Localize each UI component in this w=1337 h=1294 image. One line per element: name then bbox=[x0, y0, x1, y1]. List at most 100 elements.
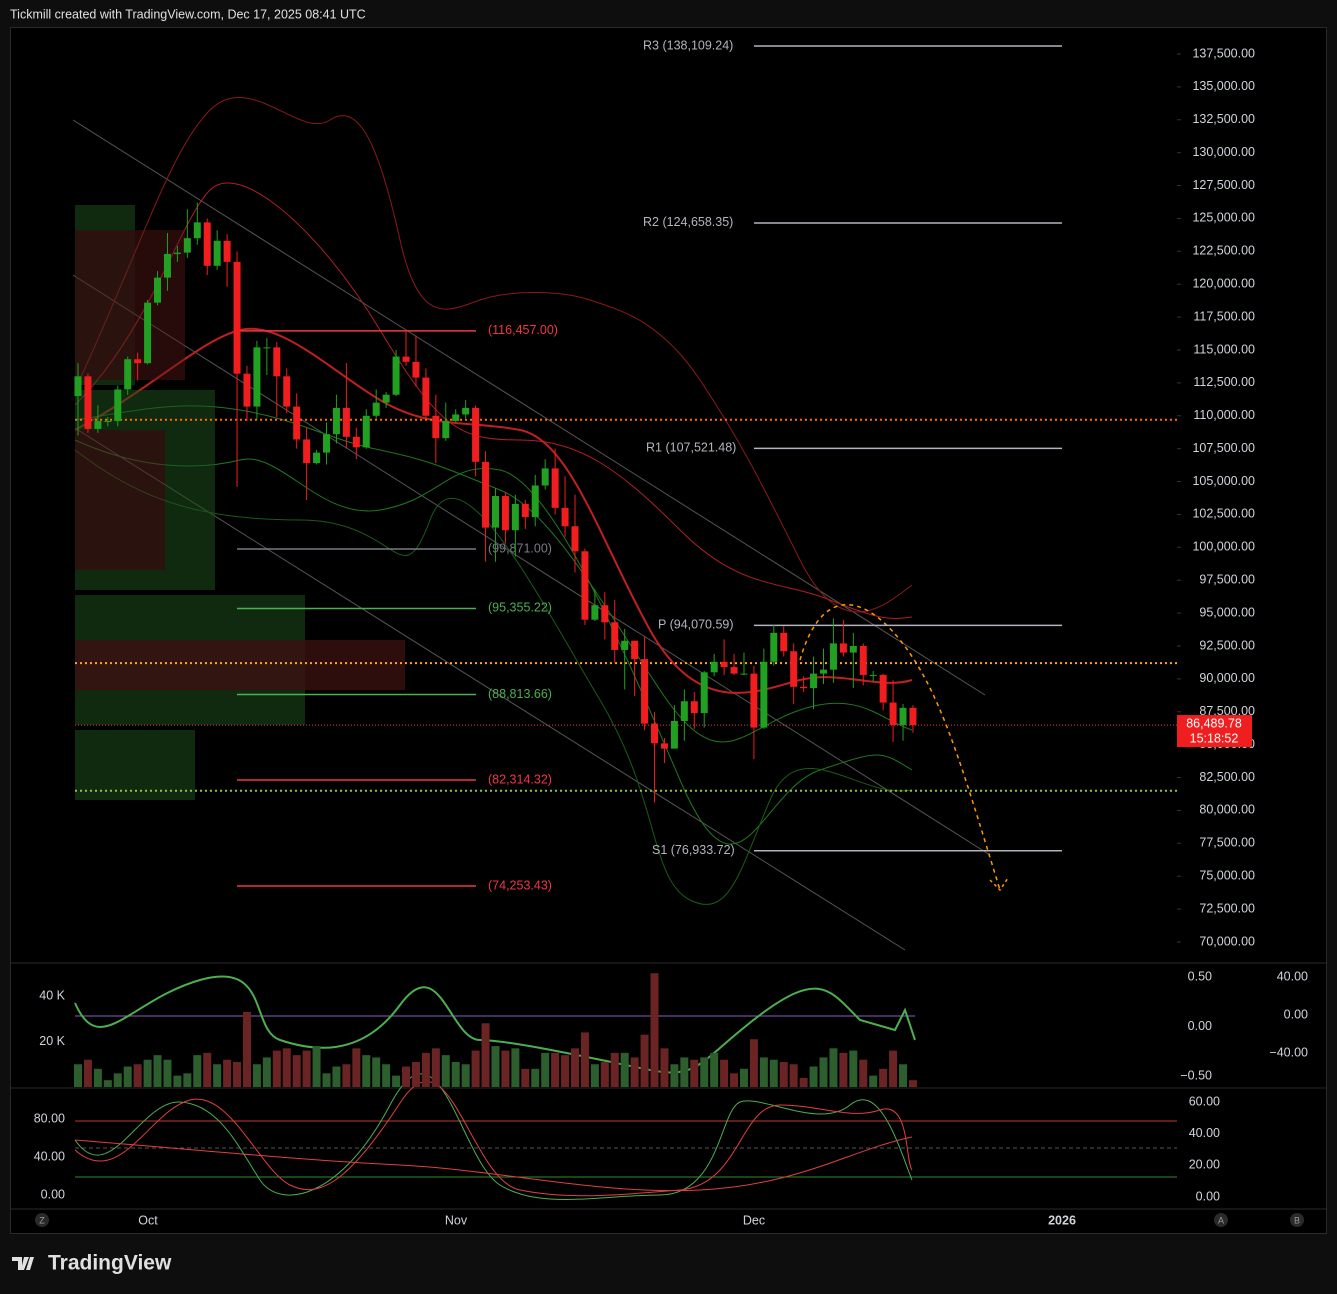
brand: TradingView bbox=[48, 1252, 172, 1275]
volume-bar bbox=[163, 1059, 172, 1087]
y-tick-label: 87,500.00 bbox=[1199, 704, 1255, 718]
volume-bar bbox=[252, 1064, 261, 1087]
volume-bar bbox=[879, 1068, 888, 1087]
volume-bar bbox=[620, 1052, 629, 1087]
volume-bar bbox=[471, 1050, 480, 1087]
candle-body bbox=[641, 659, 649, 724]
candle-body bbox=[163, 253, 171, 278]
volume-bar bbox=[352, 1048, 361, 1087]
candle-body bbox=[382, 394, 390, 403]
volume-bar bbox=[332, 1066, 341, 1087]
level-label: (74,253.43) bbox=[488, 878, 552, 892]
candle-body bbox=[422, 377, 430, 416]
candle-body bbox=[790, 651, 798, 687]
volume-bar bbox=[511, 1048, 520, 1087]
y-tick-label: 95,000.00 bbox=[1199, 605, 1255, 619]
candle-body bbox=[332, 407, 340, 435]
volume-bar bbox=[431, 1048, 440, 1087]
candle-body bbox=[501, 496, 509, 531]
volume-bar bbox=[630, 1057, 639, 1087]
candle-body bbox=[581, 551, 589, 620]
volume-bar bbox=[83, 1059, 92, 1087]
volume-bar bbox=[491, 1046, 500, 1087]
candle-body bbox=[700, 672, 708, 714]
candle-body bbox=[829, 643, 837, 670]
candle-body bbox=[352, 436, 360, 448]
candle-body bbox=[124, 359, 132, 390]
candle-body bbox=[233, 261, 241, 374]
candle-body bbox=[770, 632, 778, 662]
osc-tick-label: 0.00 bbox=[41, 1187, 65, 1201]
volume-bar bbox=[382, 1064, 391, 1087]
button-label[interactable]: A bbox=[1218, 1215, 1224, 1225]
candle-body bbox=[412, 361, 420, 378]
candle-body bbox=[760, 661, 768, 728]
y-tick-label: 90,000.00 bbox=[1199, 671, 1255, 685]
candle-body bbox=[879, 674, 887, 703]
candle-body bbox=[780, 632, 788, 652]
y-tick-label: 120,000.00 bbox=[1192, 277, 1255, 291]
header: Tickmill created with TradingView.com, D… bbox=[10, 7, 366, 21]
candle-body bbox=[730, 667, 738, 674]
y-tick-label: 77,500.00 bbox=[1199, 836, 1255, 850]
candle-body bbox=[223, 240, 231, 262]
volume-bar bbox=[183, 1073, 192, 1087]
volume-bar bbox=[670, 1064, 679, 1087]
volume-bar bbox=[859, 1059, 868, 1087]
volume-bar bbox=[680, 1057, 689, 1087]
volume-bar bbox=[402, 1066, 411, 1087]
candle-body bbox=[651, 723, 659, 744]
level-label: P (94,070.59) bbox=[658, 618, 734, 632]
volume-bar bbox=[342, 1064, 351, 1087]
y-tick-label: 132,500.00 bbox=[1192, 112, 1255, 126]
y-tick-label: 110,000.00 bbox=[1193, 408, 1255, 422]
candle-body bbox=[94, 421, 102, 429]
volume-bar bbox=[799, 1077, 808, 1087]
candle-body bbox=[849, 646, 857, 653]
osc-tick-label: 0.00 bbox=[1188, 1019, 1212, 1033]
volume-bar bbox=[730, 1073, 739, 1087]
volume-bar bbox=[779, 1061, 788, 1087]
volume-bar bbox=[899, 1064, 908, 1087]
candle-body bbox=[591, 605, 599, 620]
candle-body bbox=[561, 507, 569, 527]
candle-body bbox=[203, 222, 211, 266]
y-tick-label: 80,000.00 bbox=[1199, 803, 1255, 817]
volume-bar bbox=[143, 1059, 152, 1087]
volume-bar bbox=[610, 1052, 619, 1087]
volume-bar bbox=[113, 1073, 122, 1087]
volume-bar bbox=[819, 1057, 828, 1087]
candle-body bbox=[243, 373, 251, 407]
candle-body bbox=[899, 707, 907, 725]
candle-body bbox=[670, 720, 678, 749]
candle-body bbox=[342, 407, 350, 437]
candle-body bbox=[104, 421, 112, 423]
candle-body bbox=[531, 485, 539, 518]
volume-bar bbox=[710, 1052, 719, 1087]
y-tick-label: 82,500.00 bbox=[1199, 770, 1255, 784]
volume-bar bbox=[700, 1057, 709, 1087]
candle-body bbox=[800, 686, 808, 689]
y-tick-label: 117,500.00 bbox=[1193, 309, 1255, 323]
osc-tick-label: 40.00 bbox=[1189, 1126, 1220, 1140]
volume-bar bbox=[551, 1052, 560, 1087]
candle-body bbox=[660, 743, 668, 749]
candle-body bbox=[720, 661, 728, 668]
y-tick-label: 127,500.00 bbox=[1192, 178, 1255, 192]
volume-bar bbox=[203, 1052, 212, 1087]
y-tick-label: 112,500.00 bbox=[1193, 375, 1255, 389]
y-tick-label: 130,000.00 bbox=[1192, 145, 1255, 159]
button-label[interactable]: Z bbox=[39, 1215, 45, 1225]
candle-body bbox=[909, 707, 917, 726]
y-tick-label: 100,000.00 bbox=[1192, 540, 1255, 554]
volume-bar bbox=[789, 1064, 798, 1087]
candle-body bbox=[710, 661, 718, 673]
button-label[interactable]: B bbox=[1294, 1215, 1300, 1225]
candle-body bbox=[611, 622, 619, 650]
osc-tick-label: 40.00 bbox=[1277, 969, 1308, 983]
brand-logo: TradingView bbox=[12, 1252, 172, 1275]
volume-bar bbox=[93, 1068, 102, 1087]
volume-bar bbox=[123, 1066, 132, 1087]
candle-body bbox=[253, 347, 261, 407]
